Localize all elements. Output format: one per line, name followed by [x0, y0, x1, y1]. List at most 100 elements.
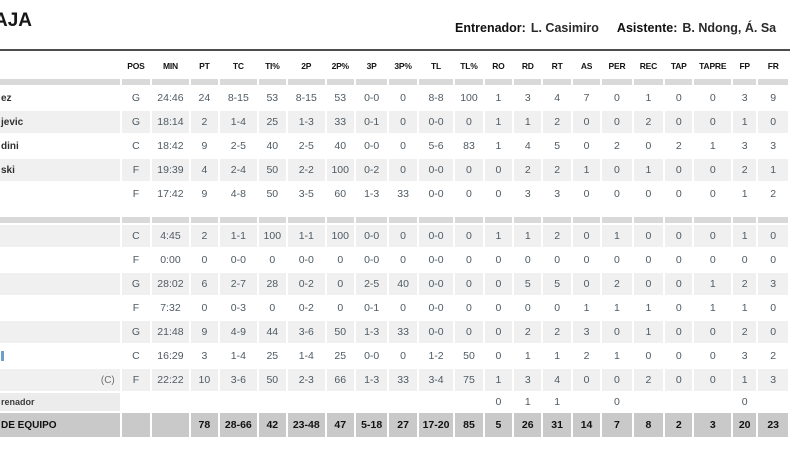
stat-cell: 0 — [694, 345, 731, 367]
separator-cell — [355, 79, 388, 85]
stat-cell: 3 — [733, 87, 757, 109]
stat-column-header: REC — [633, 55, 664, 77]
player-name-cell[interactable] — [0, 345, 120, 367]
separator-cell — [633, 217, 664, 223]
stat-cell: 18:14 — [152, 111, 189, 133]
stat-cell: 25 — [258, 345, 287, 367]
stat-cell — [258, 393, 287, 411]
stat-cell: 100 — [326, 159, 354, 181]
separator-cell — [455, 217, 483, 223]
stat-cell: 0 — [514, 249, 542, 271]
stat-cell: 2-5 — [355, 273, 388, 295]
stat-cell: 0 — [633, 183, 664, 205]
separator-cell — [0, 217, 120, 223]
stat-cell: 4-9 — [220, 321, 257, 343]
stat-cell: 0 — [543, 249, 571, 271]
stat-cell: 3 — [733, 345, 757, 367]
stat-cell: 0 — [455, 273, 483, 295]
stat-cell: 0 — [602, 369, 632, 391]
player-name-cell: DE EQUIPO — [0, 413, 120, 437]
stat-cell: 33 — [389, 321, 417, 343]
stat-cell: C — [121, 345, 151, 367]
separator-cell — [389, 79, 417, 85]
stat-cell: 0 — [733, 393, 757, 411]
stat-column-header: TI% — [258, 55, 287, 77]
separator-cell — [190, 79, 219, 85]
stat-cell: 25 — [326, 345, 354, 367]
stat-cell: 0 — [665, 273, 693, 295]
stat-column-header: 3P — [355, 55, 388, 77]
separator-cell — [665, 79, 693, 85]
separator-cell — [418, 217, 454, 223]
separator-cell — [484, 79, 513, 85]
stat-cell: 0 — [484, 321, 513, 343]
stat-cell: 47 — [326, 413, 354, 437]
stat-cell: 1 — [514, 393, 542, 411]
stat-cell: 10 — [190, 369, 219, 391]
stat-cell: 3 — [758, 369, 788, 391]
stat-cell: 1-4 — [220, 345, 257, 367]
stat-cell: 0 — [602, 159, 632, 181]
stat-cell: 0 — [758, 225, 788, 247]
stat-cell: 1-3 — [355, 183, 388, 205]
stat-cell: 19:39 — [152, 159, 189, 181]
player-link-fragment[interactable] — [1, 350, 4, 361]
separator-cell — [288, 217, 325, 223]
captain-marker-cell: (C) — [0, 369, 120, 391]
stat-cell: 0 — [572, 183, 601, 205]
stat-cell — [355, 393, 388, 411]
stat-cell: 3 — [733, 135, 757, 157]
stat-cell: F — [121, 369, 151, 391]
separator-cell — [572, 217, 601, 223]
stat-cell: 0-0 — [418, 183, 454, 205]
stat-cell: 50 — [258, 369, 287, 391]
stat-cell: 24:46 — [152, 87, 189, 109]
coach-label: Entrenador: — [455, 21, 526, 35]
separator-cell — [602, 217, 632, 223]
separator-cell — [152, 217, 189, 223]
separator-cell — [190, 217, 219, 223]
player-row: F 0:00 0 0-0 0 0-0 0 0-0 0 0-0 0 0 0 0 0 0 0 0 0 0 0 — [0, 249, 788, 271]
stat-column-header: PT — [190, 55, 219, 77]
player-row: G 28:02 6 2-7 28 0-2 0 2-5 40 0-0 0 0 5 5 0 2 0 0 1 2 3 — [0, 273, 788, 295]
stat-cell: 9 — [190, 135, 219, 157]
stat-cell: 0 — [758, 111, 788, 133]
stat-cell: 0 — [665, 297, 693, 319]
stat-cell: 1 — [484, 111, 513, 133]
stat-cell: 0-0 — [355, 225, 388, 247]
stat-cell: 1-4 — [288, 345, 325, 367]
stat-column-header: 3P% — [389, 55, 417, 77]
separator-cell — [543, 217, 571, 223]
stat-cell: 0 — [602, 87, 632, 109]
stat-cell: 17-20 — [418, 413, 454, 437]
player-row: jevic G 18:14 2 1-4 25 1-3 33 0-1 0 0-0 0 1 1 2 0 0 2 0 0 1 0 — [0, 111, 788, 133]
stat-cell: 0 — [389, 159, 417, 181]
stat-cell: 0-0 — [355, 249, 388, 271]
stat-cell: 0 — [389, 249, 417, 271]
stat-cell: 1-3 — [355, 321, 388, 343]
player-name-cell — [0, 297, 120, 319]
stat-cell: 0 — [484, 297, 513, 319]
stat-cell: 0 — [484, 183, 513, 205]
stat-cell: 0 — [389, 297, 417, 319]
stat-cell: 85 — [455, 413, 483, 437]
stat-cell: F — [121, 249, 151, 271]
stat-cell: 0 — [484, 273, 513, 295]
stat-cell: 0-0 — [355, 135, 388, 157]
stat-cell: 5 — [543, 273, 571, 295]
stat-cell: 0 — [665, 369, 693, 391]
stat-cell: 2 — [543, 159, 571, 181]
stat-cell: 1-1 — [220, 225, 257, 247]
stat-column-header: RT — [543, 55, 571, 77]
stat-column-header: FR — [758, 55, 788, 77]
player-row: F 17:42 9 4-8 50 3-5 60 1-3 33 0-0 0 0 3 3 0 0 0 0 0 1 2 — [0, 183, 788, 205]
stat-cell: 0 — [694, 225, 731, 247]
stat-cell: 0 — [389, 135, 417, 157]
stat-column-header: TC — [220, 55, 257, 77]
stat-cell — [190, 393, 219, 411]
stat-cell: 0 — [665, 321, 693, 343]
stat-cell: 2 — [543, 321, 571, 343]
stat-cell: F — [121, 183, 151, 205]
stat-cell — [389, 393, 417, 411]
stat-cell: 66 — [326, 369, 354, 391]
